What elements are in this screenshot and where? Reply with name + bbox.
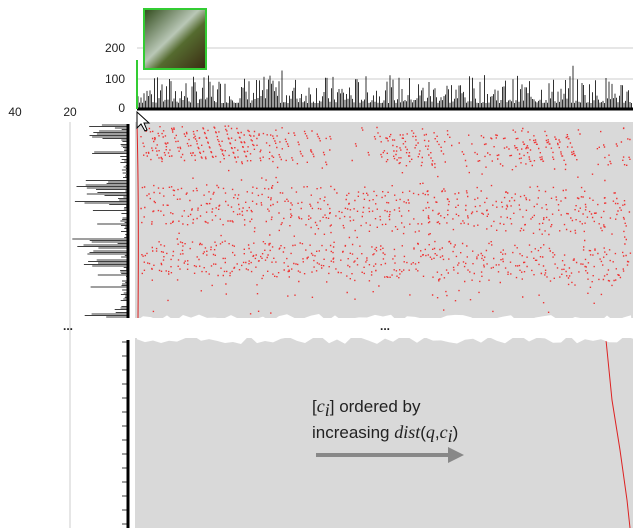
top-histogram: [137, 65, 632, 109]
tick-label: 100: [105, 72, 125, 86]
query-thumbnail: [143, 8, 207, 70]
ellipsis: ...: [63, 319, 73, 333]
tick-label: 40: [8, 105, 22, 119]
dots: [140, 125, 632, 315]
matrix-top: [135, 122, 633, 318]
histogram-bars: [72, 124, 128, 318]
caption-line: [ci] ordered by: [312, 396, 421, 420]
torn-gap: [135, 314, 633, 344]
tick-label: 200: [105, 41, 125, 55]
tick-label: 0: [118, 101, 125, 115]
arrow-head: [448, 447, 464, 463]
distance-curve: [605, 339, 631, 528]
histogram-bars: [122, 341, 128, 525]
tick-label: 20: [63, 105, 77, 119]
cursor: [136, 110, 151, 132]
histogram-bars: [137, 65, 632, 109]
match-dots: [140, 125, 632, 315]
ellipsis: ...: [380, 319, 390, 333]
caption-line: increasing dist(q,ci): [312, 422, 458, 446]
distance-curve: [136, 123, 139, 319]
left-histogram: [72, 124, 128, 525]
matrix-bottom: [135, 338, 633, 528]
